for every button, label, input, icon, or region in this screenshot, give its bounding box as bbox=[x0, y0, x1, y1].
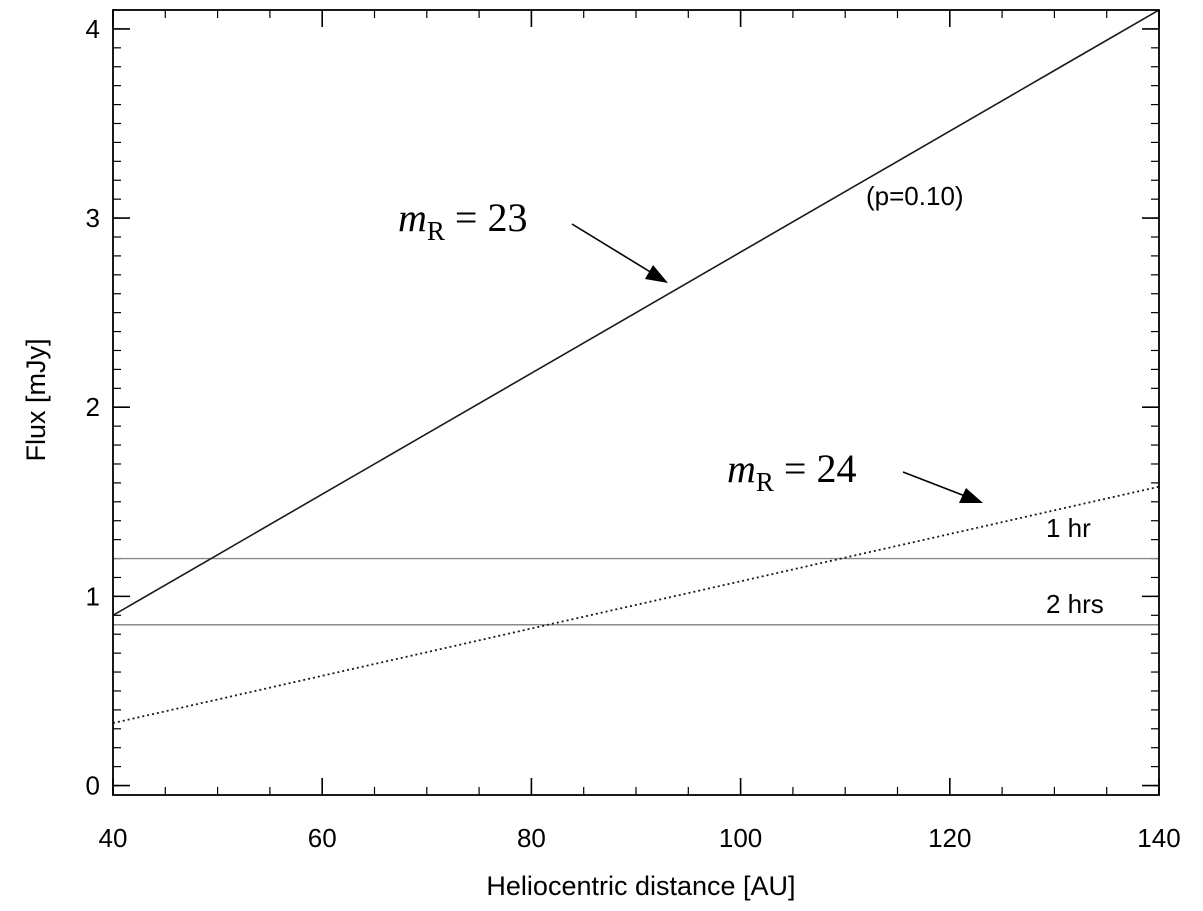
x-axis-title: Heliocentric distance [AU] bbox=[486, 871, 795, 901]
series-label-mr24-symbol: m bbox=[727, 446, 756, 491]
hline-label-2hrs: 2 hrs bbox=[1046, 589, 1104, 619]
arrow-mr24-head bbox=[959, 488, 983, 503]
series-label-mr23-symbol: m bbox=[398, 195, 427, 240]
series-label-mr23-subscript: R bbox=[427, 216, 445, 246]
x-tick-label: 40 bbox=[99, 823, 128, 853]
series-lines bbox=[112, 9, 1160, 724]
x-tick-label: 80 bbox=[517, 823, 546, 853]
x-tick-label: 100 bbox=[719, 823, 762, 853]
x-tick-label: 60 bbox=[308, 823, 337, 853]
x-tick-label: 140 bbox=[1137, 823, 1180, 853]
y-axis-title: Flux [mJy] bbox=[21, 338, 51, 461]
arrow-mr24 bbox=[902, 471, 966, 497]
y-tick-label: 4 bbox=[86, 14, 100, 44]
series-label-mr24: mR = 24 bbox=[727, 446, 856, 497]
series-label-mr24-subscript: R bbox=[756, 467, 774, 497]
hline-label-1hr: 1 hr bbox=[1046, 513, 1091, 543]
arrow-mr23 bbox=[571, 223, 653, 274]
series-label-mr23: mR = 23 bbox=[398, 195, 527, 246]
y-tick-label: 1 bbox=[86, 581, 100, 611]
x-tick-labels: 40 60 80 100 120 140 bbox=[99, 823, 1181, 853]
threshold-lines bbox=[113, 557, 1159, 626]
series-label-mr24-value: = 24 bbox=[774, 446, 857, 491]
y-tick-label: 3 bbox=[86, 203, 100, 233]
minor-ticks bbox=[112, 9, 1160, 795]
plot-frame bbox=[112, 9, 1160, 796]
series-label-mr23-value: = 23 bbox=[445, 195, 528, 240]
series-line-0 bbox=[112, 9, 1160, 616]
x-tick-label: 120 bbox=[928, 823, 971, 853]
y-tick-label: 0 bbox=[86, 771, 100, 801]
albedo-annotation: (p=0.10) bbox=[866, 181, 964, 211]
y-tick-label: 2 bbox=[86, 392, 100, 422]
y-tick-labels: 0 1 2 3 4 bbox=[86, 14, 100, 801]
arrow-mr23-head bbox=[645, 265, 668, 283]
major-ticks bbox=[112, 10, 1160, 795]
series-line-1 bbox=[112, 485, 1160, 724]
